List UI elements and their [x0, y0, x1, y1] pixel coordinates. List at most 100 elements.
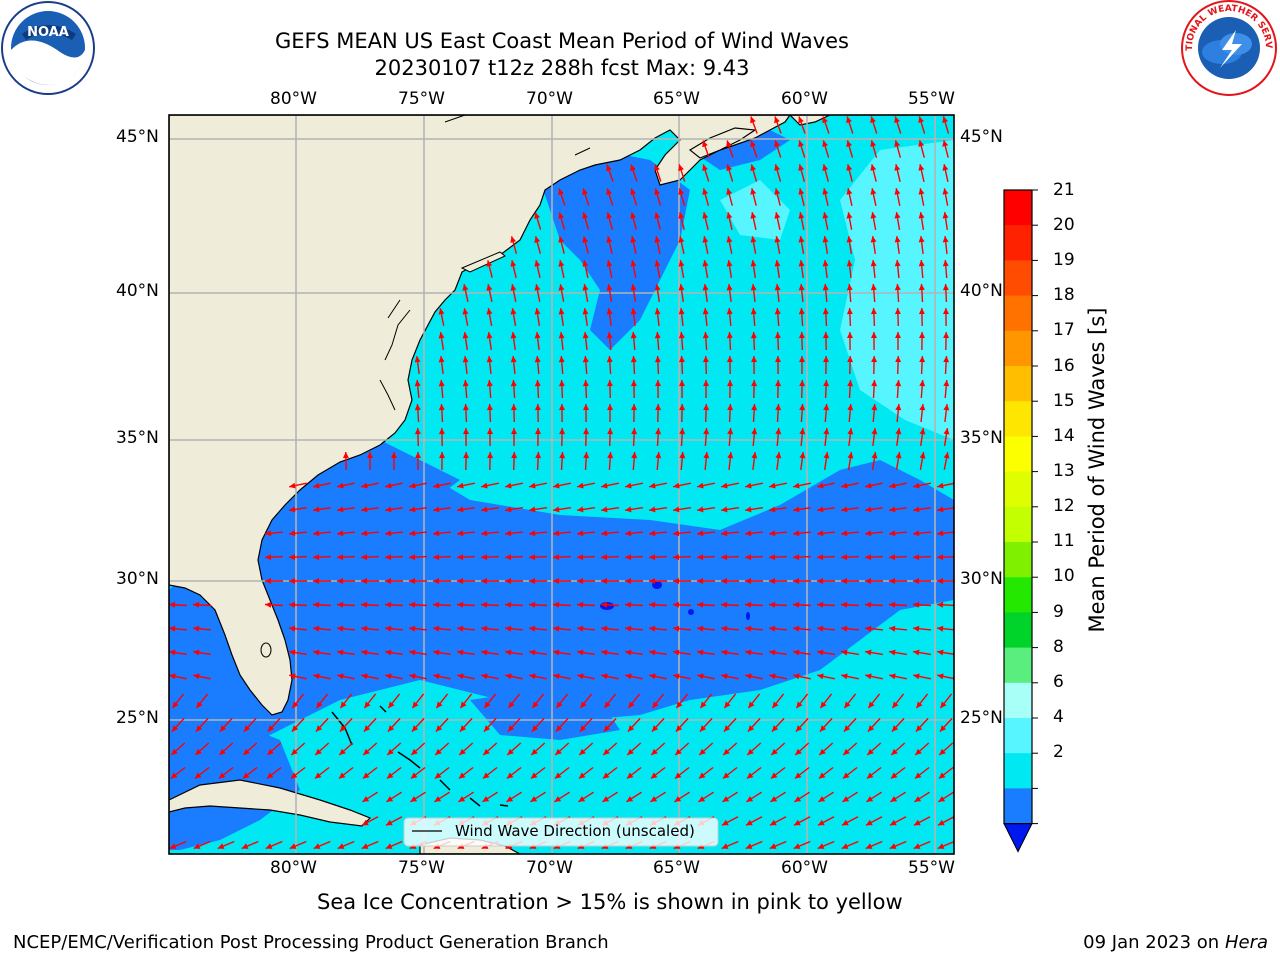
wind-wave-arrow-head: [722, 819, 729, 826]
wind-wave-arrow-head: [462, 308, 469, 315]
wind-wave-arrow-head: [505, 530, 512, 537]
wind-wave-arrow-head: [654, 332, 661, 339]
lat-label-left: 35°N: [116, 428, 159, 448]
wind-wave-arrow-head: [241, 843, 249, 849]
wind-wave-arrow-head: [841, 578, 847, 584]
wind-wave-arrow-head: [726, 332, 733, 339]
wind-wave-arrow-head: [630, 212, 637, 219]
wind-wave-arrow-head: [894, 164, 901, 171]
wind-wave-arrow-head: [555, 725, 563, 732]
ocean-below-2-blob: [746, 612, 750, 620]
wind-wave-arrow-head: [195, 725, 203, 732]
colorbar-segment: [1004, 753, 1032, 789]
wind-wave-arrow-head: [775, 356, 781, 362]
colorbar-segment: [1004, 788, 1032, 825]
wind-wave-arrow-head: [316, 701, 323, 709]
colorbar-segment: [1004, 190, 1032, 226]
wind-wave-arrow-head: [727, 404, 734, 411]
colorbar-segment: [1004, 436, 1032, 473]
colorbar-tick-label: 15: [1053, 391, 1075, 411]
wind-wave-arrow-head: [577, 625, 584, 632]
wind-wave-arrow-head: [577, 649, 584, 656]
wind-wave-arrow-head: [842, 772, 850, 779]
wind-wave-arrow-head: [889, 530, 896, 537]
wind-wave-arrow-head: [679, 404, 686, 411]
wind-wave-arrow-head: [769, 649, 776, 656]
wind-wave-arrow-head: [703, 404, 710, 411]
wind-wave-arrow-head: [558, 188, 564, 196]
wind-wave-arrow-head: [697, 554, 704, 561]
wind-wave-arrow-head: [361, 482, 368, 489]
wind-wave-arrow-head: [895, 404, 902, 411]
wind-wave-arrow-head: [727, 380, 733, 386]
wind-wave-arrow-head: [434, 772, 442, 779]
wind-wave-arrow-head: [890, 819, 897, 826]
wind-wave-arrow-head: [385, 482, 392, 489]
wind-wave-arrow-head: [655, 452, 662, 459]
wind-wave-arrow-head: [865, 506, 872, 513]
wind-wave-arrow-head: [889, 843, 897, 849]
wind-wave-arrow-head: [866, 819, 873, 826]
wind-wave-arrow-head: [723, 725, 731, 732]
wind-wave-arrow-head: [631, 452, 638, 459]
wind-wave-arrow-head: [265, 843, 273, 849]
wind-wave-arrow-head: [943, 332, 950, 339]
colorbar-tick-label: 13: [1053, 461, 1075, 481]
wind-wave-arrow-head: [775, 404, 782, 411]
wind-wave-arrow-head: [938, 819, 945, 826]
wind-wave-arrow-head: [506, 772, 514, 779]
wind-wave-arrow-head: [510, 308, 517, 315]
noaa-logo-text: NOAA: [27, 25, 69, 40]
sea-ice-note: Sea Ice Concentration > 15% is shown in …: [0, 890, 1280, 914]
wind-wave-arrow-head: [843, 725, 851, 732]
land-cuba: [169, 779, 372, 827]
wind-wave-arrow-head: [462, 404, 469, 411]
wind-wave-arrow-head: [913, 843, 921, 849]
wind-wave-arrow-head: [385, 625, 392, 632]
wind-wave-arrow-head: [870, 116, 876, 124]
wind-wave-arrow-head: [601, 673, 608, 680]
wind-wave-arrow-head: [891, 748, 898, 755]
wind-wave-arrow-head: [457, 625, 464, 632]
wind-wave-arrow-head: [673, 673, 680, 680]
wind-wave-arrow-head: [505, 482, 512, 489]
lon-label-top: 70°W: [526, 89, 573, 109]
wind-wave-arrow-head: [895, 356, 902, 363]
legend-label: Wind Wave Direction (unscaled): [455, 822, 695, 840]
wind-wave-arrow-head: [534, 380, 541, 387]
wind-wave-arrow-head: [721, 601, 728, 608]
wind-wave-arrow-head: [486, 332, 493, 339]
wind-wave-arrow-head: [534, 356, 541, 363]
wind-wave-arrow-head: [915, 725, 923, 732]
run-host: Hera: [1224, 932, 1268, 953]
wind-wave-arrow-head: [218, 772, 226, 779]
wind-wave-arrow-head: [673, 601, 680, 608]
wind-wave-arrow-head: [654, 212, 661, 219]
ocean-2-4-region: [690, 125, 790, 170]
wind-wave-arrow-head: [937, 601, 944, 608]
wind-wave-arrow-head: [890, 796, 898, 802]
wind-wave-arrow-head: [265, 530, 272, 537]
wind-wave-arrow-head: [889, 554, 896, 561]
wind-wave-arrow-head: [386, 796, 394, 802]
lon-label-bottom: 60°W: [781, 858, 828, 878]
wind-wave-arrow-head: [793, 649, 800, 656]
wind-wave-arrow-head: [918, 236, 925, 243]
colorbar: [1003, 189, 1038, 853]
wind-wave-arrow-head: [194, 772, 202, 779]
wind-wave-arrow-head: [870, 140, 877, 147]
wind-wave-arrow-head: [871, 332, 877, 338]
wind-wave-arrow-head: [649, 625, 656, 632]
wind-wave-arrow-head: [697, 673, 704, 680]
wind-wave-arrow-head: [169, 649, 176, 656]
wind-wave-arrow-head: [412, 701, 419, 709]
wind-wave-arrow-head: [847, 356, 854, 363]
wind-wave-arrow-head: [313, 601, 320, 608]
wind-wave-arrow-head: [169, 673, 176, 680]
wind-wave-arrow-head: [745, 625, 752, 632]
wind-wave-arrow-head: [314, 772, 322, 779]
wind-wave-arrow-head: [486, 260, 493, 267]
lat-label-right: 30°N: [960, 569, 1003, 589]
wind-wave-arrow-head: [750, 188, 757, 195]
wind-wave-arrow-head: [625, 649, 632, 656]
